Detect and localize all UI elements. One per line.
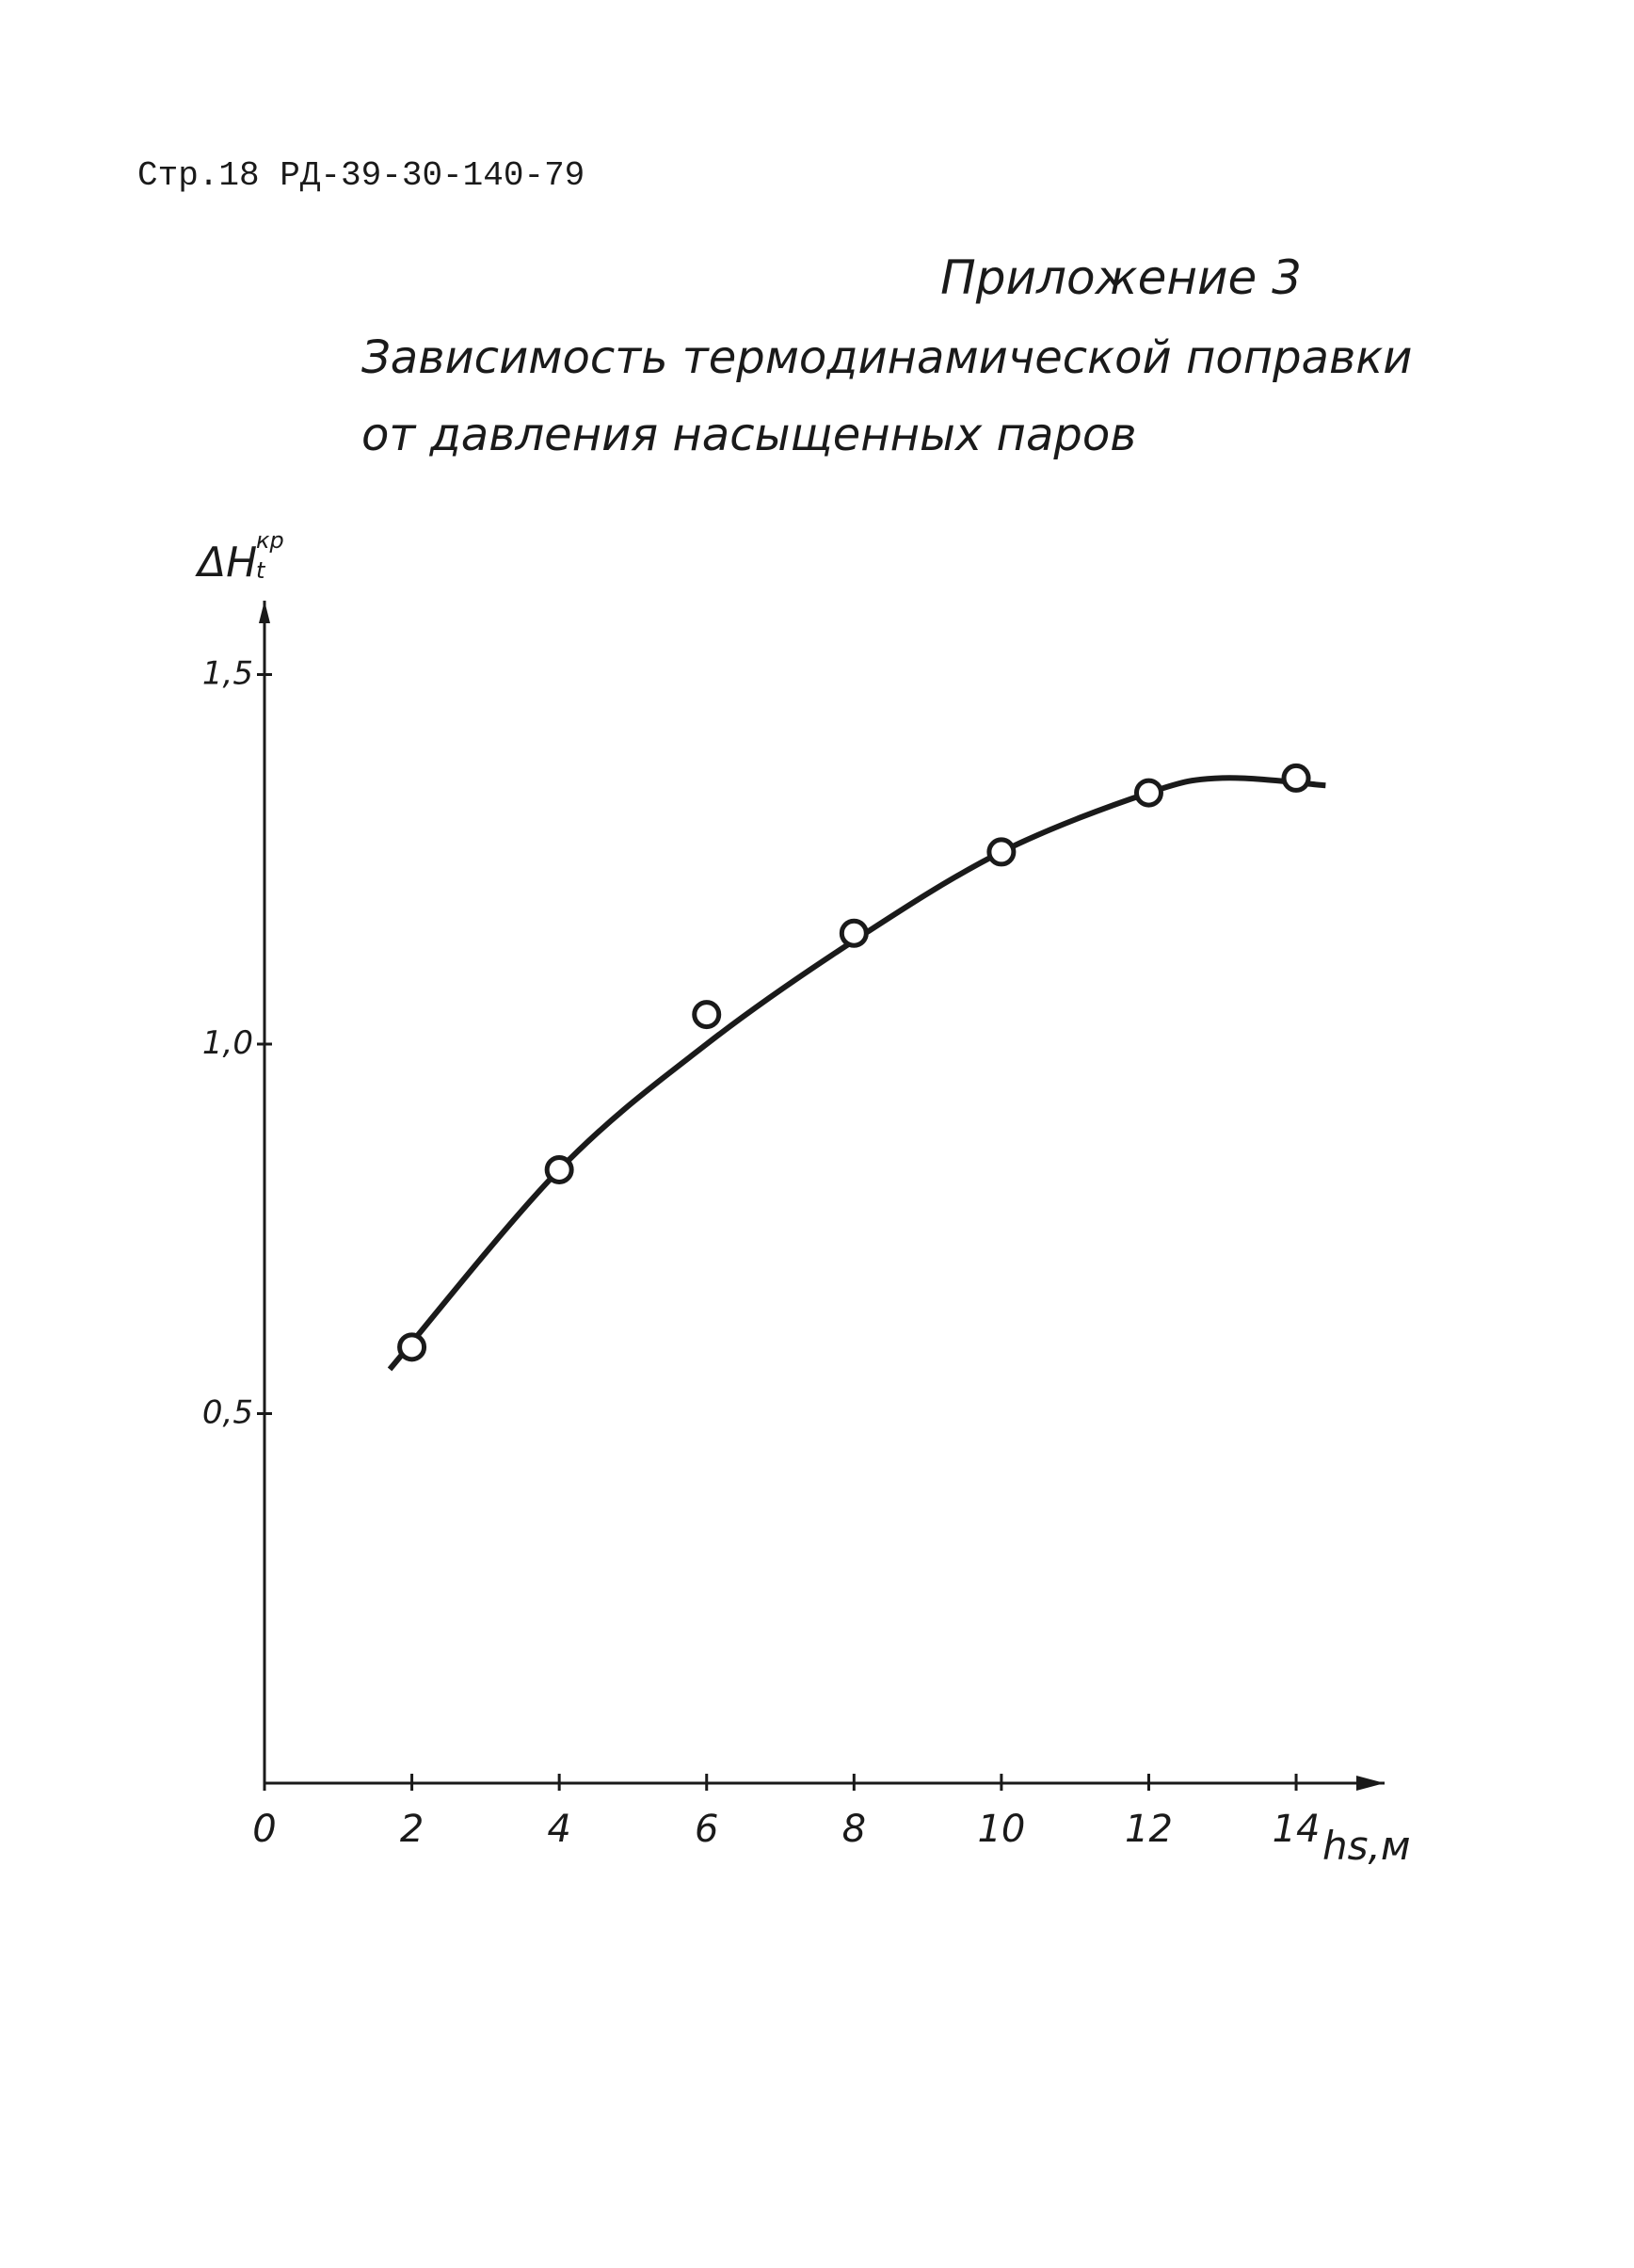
- x-tick-label: 12: [1125, 1808, 1173, 1851]
- appendix-label: Приложение 3: [940, 250, 1302, 305]
- data-point: [986, 837, 1017, 867]
- data-point: [544, 1154, 574, 1184]
- data-point: [839, 918, 869, 948]
- data-point: [692, 1000, 722, 1030]
- y-axis-label-sup: кр: [256, 527, 284, 554]
- fit-curve: [387, 775, 1326, 1372]
- data-point: [1133, 778, 1163, 808]
- x-tick-label: 14: [1273, 1808, 1321, 1851]
- page-header: Стр.18 РД-39-30-140-79: [137, 156, 585, 195]
- x-tick-label: 8: [842, 1808, 866, 1851]
- y-axis-arrow: [259, 601, 270, 623]
- x-tick-label: 2: [400, 1808, 424, 1851]
- x-tick-label: 10: [977, 1808, 1025, 1851]
- data-point: [397, 1332, 427, 1362]
- chart-title: Зависимость термодинамической поправки: [361, 331, 1412, 384]
- y-axis-label-sub: t: [256, 557, 266, 584]
- x-axis-arrow: [1356, 1776, 1385, 1791]
- data-point: [1281, 763, 1311, 793]
- y-tick-label: 1,0: [202, 1024, 253, 1062]
- x-tick-label: 0: [252, 1808, 276, 1851]
- y-tick-label: 1,5: [202, 655, 253, 693]
- x-tick-label: 4: [547, 1808, 570, 1851]
- y-tick-label: 0,5: [202, 1394, 253, 1432]
- x-axis-label: hs,м: [1322, 1823, 1411, 1869]
- x-tick-label: 6: [695, 1808, 718, 1851]
- chart-title: от давления насыщенных паров: [361, 409, 1136, 461]
- y-axis-label: ΔH: [195, 539, 257, 587]
